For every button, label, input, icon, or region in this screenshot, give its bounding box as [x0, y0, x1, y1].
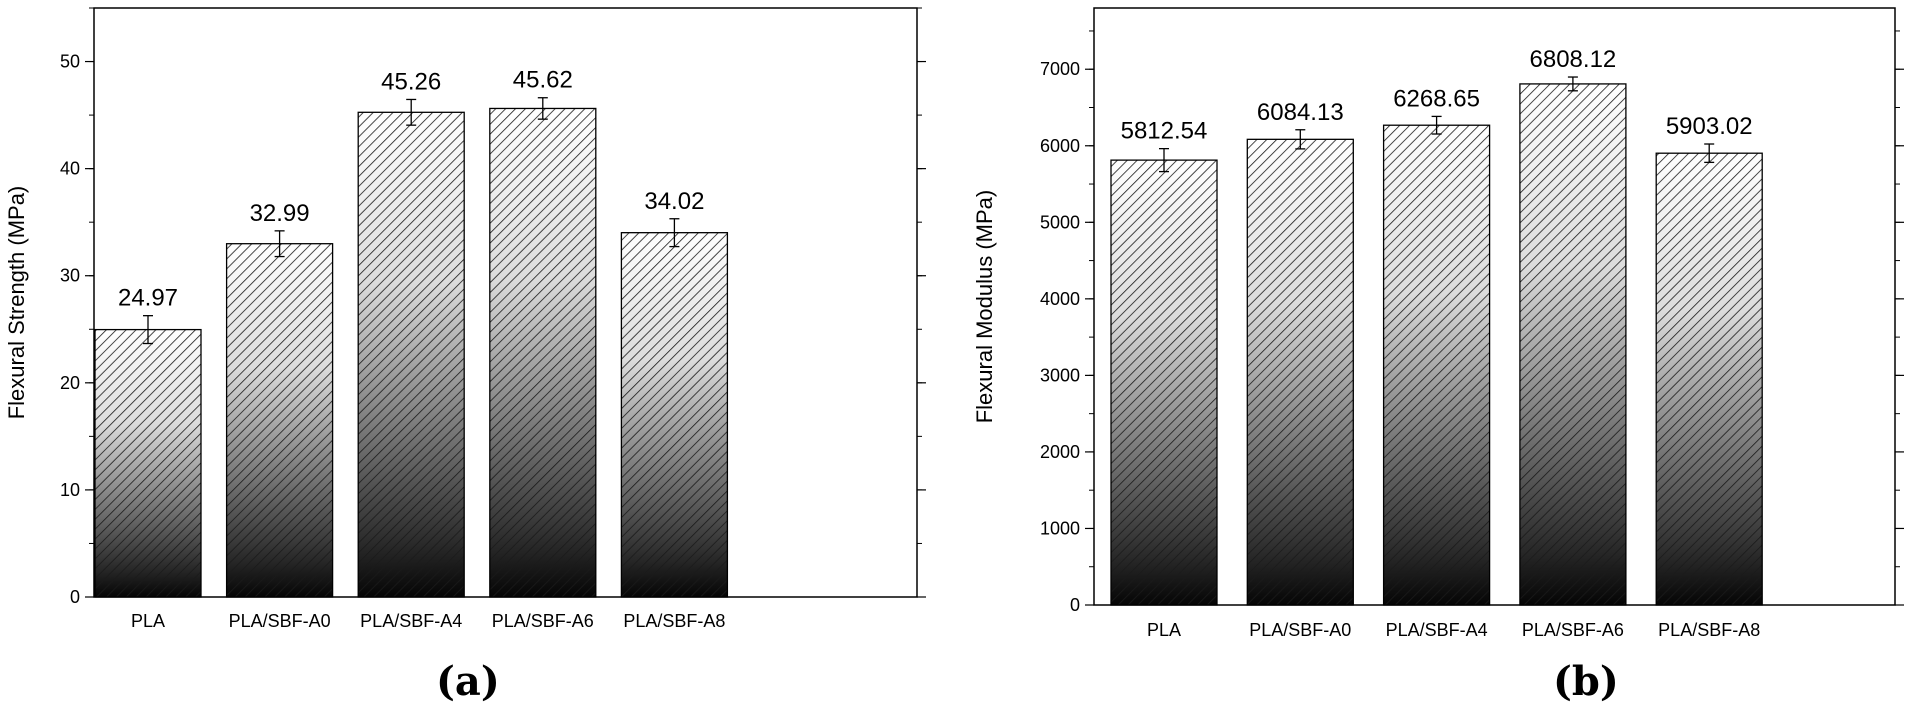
bar — [489, 107, 597, 598]
plot-frame — [1093, 7, 1896, 606]
y-tick-label: 10 — [60, 480, 80, 500]
y-tick-label: 0 — [70, 587, 80, 607]
bar — [1382, 124, 1491, 606]
x-category-label: PLA/SBF-A6 — [492, 611, 594, 631]
x-category-label: PLA — [131, 611, 165, 631]
bar — [620, 232, 729, 598]
bar-value-label: 6084.13 — [1257, 99, 1344, 126]
x-category-label: PLA/SBF-A6 — [1522, 620, 1624, 640]
bar-value-label: 24.97 — [118, 285, 178, 312]
bar-value-label: 6808.12 — [1530, 46, 1617, 73]
chart-flexural-modulus: 0 1000 2000 3000 4000 5000 6000 7000 Flexural Mo… — [972, 7, 1904, 640]
bar-value-label: 6268.65 — [1393, 85, 1480, 112]
chart-flexural-strength: 0 10 20 30 40 50 Flexural Strength (MPa) 24.97 P… — [4, 7, 926, 631]
bar-value-label: 45.62 — [513, 67, 573, 94]
bar — [357, 111, 465, 598]
bar — [1246, 138, 1354, 606]
y-axis-label: Flexural Strength (MPa) — [4, 186, 29, 420]
y-tick-label: 3000 — [1040, 365, 1080, 385]
bar — [94, 328, 202, 598]
y-tick-label: 4000 — [1040, 289, 1080, 309]
y-tick-label: 1000 — [1040, 518, 1080, 538]
y-tick-label: 2000 — [1040, 442, 1080, 462]
bar — [1110, 159, 1218, 606]
x-category-label: PLA/SBF-A0 — [229, 611, 331, 631]
panel-label-b: (b) — [1553, 658, 1619, 705]
y-tick-label: 20 — [60, 373, 80, 393]
y-tick-label: 5000 — [1040, 212, 1080, 232]
bar-value-label: 32.99 — [250, 200, 310, 227]
y-tick-label: 7000 — [1040, 59, 1080, 79]
bar-value-label: 45.26 — [381, 68, 441, 95]
x-category-label: PLA/SBF-A4 — [360, 611, 462, 631]
bar-value-label: 5903.02 — [1666, 113, 1753, 140]
y-tick-label: 0 — [1070, 595, 1080, 615]
x-category-label: PLA/SBF-A8 — [1658, 620, 1760, 640]
x-category-label: PLA/SBF-A8 — [623, 611, 725, 631]
bar — [225, 243, 334, 598]
y-axis-label: Flexural Modulus (MPa) — [972, 190, 997, 424]
y-tick-label: 6000 — [1040, 136, 1080, 156]
x-category-label: PLA/SBF-A0 — [1249, 620, 1351, 640]
y-tick-label: 40 — [60, 159, 80, 179]
x-category-label: PLA/SBF-A4 — [1386, 620, 1488, 640]
bar-value-label: 5812.54 — [1121, 118, 1208, 145]
y-tick-label: 30 — [60, 266, 80, 286]
y-tick-label: 50 — [60, 52, 80, 72]
bar — [1519, 83, 1627, 606]
bar-value-label: 34.02 — [644, 188, 704, 215]
panel-label-a: (a) — [436, 658, 500, 705]
bar — [1655, 152, 1763, 606]
x-category-label: PLA — [1147, 620, 1181, 640]
